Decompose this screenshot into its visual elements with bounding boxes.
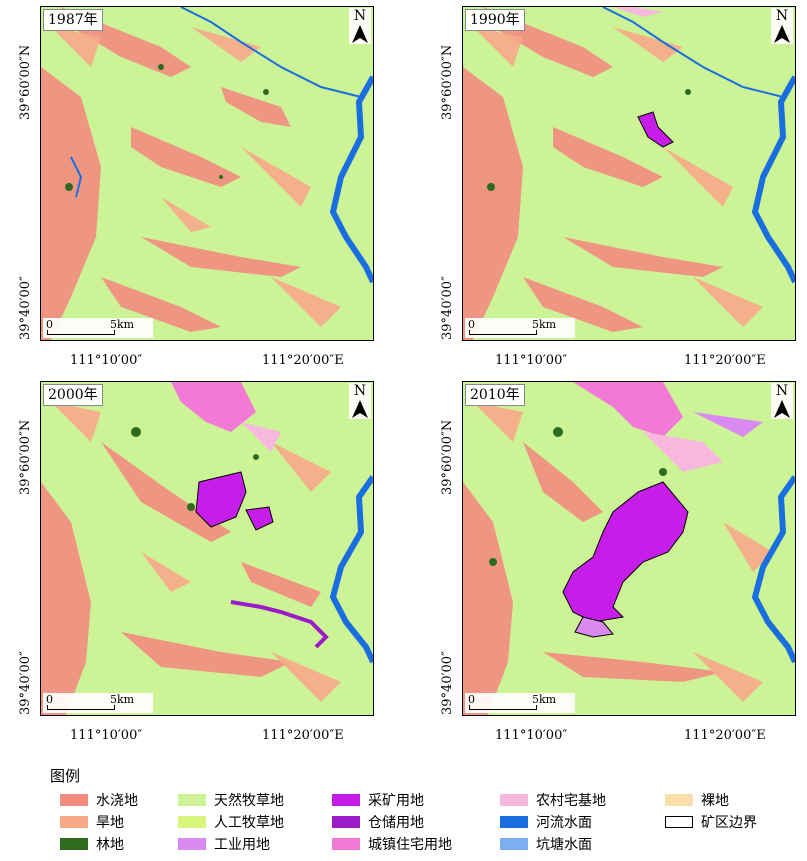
legend-swatch (178, 794, 206, 806)
legend-item: 旱地 (60, 812, 124, 832)
north-arrow-icon: N (771, 383, 793, 419)
legend-item: 采矿用地 (332, 790, 424, 810)
legend-item: 矿区边界 (665, 812, 757, 832)
legend-label: 水浇地 (96, 793, 138, 809)
lon-right-label: 111°20′00″E (684, 728, 766, 743)
north-label: N (353, 8, 367, 24)
lat-top-label: 39°60′00″N (18, 419, 33, 495)
north-label: N (775, 383, 789, 399)
legend-label: 农村宅基地 (536, 793, 606, 809)
legend-item: 工业用地 (178, 834, 270, 854)
legend-swatch (178, 816, 206, 828)
map-panel-1987: 1987年 N 0 5km (40, 6, 374, 341)
map-panel-2000: 2000年 N 0 5km (40, 381, 374, 716)
legend-item: 林地 (60, 834, 124, 854)
lon-left-label: 111°10′00″ (70, 353, 143, 368)
legend-swatch (500, 816, 528, 828)
legend-item: 水浇地 (60, 790, 138, 810)
legend-item: 河流水面 (500, 812, 592, 832)
map-panel-2010: 2010年 N 0 5km (462, 381, 796, 716)
scale-bar: 0 5km (465, 318, 575, 338)
map-1987 (41, 7, 373, 340)
scale-km: 5km (532, 318, 557, 331)
legend-item: 人工牧草地 (178, 812, 284, 832)
lat-bottom-label: 39°40′00″ (440, 651, 455, 715)
scale-bar: 0 5km (465, 693, 575, 713)
legend-label: 旱地 (96, 815, 124, 831)
legend-label: 天然牧草地 (214, 793, 284, 809)
lon-left-label: 111°10′00″ (495, 728, 568, 743)
scale-zero: 0 (468, 693, 475, 706)
legend-swatch (60, 816, 88, 828)
legend-label: 裸地 (701, 793, 729, 809)
legend-swatch (60, 794, 88, 806)
year-label: 2010年 (465, 384, 525, 406)
legend-swatch (332, 816, 360, 828)
lon-right-label: 111°20′00″E (262, 728, 344, 743)
legend: 水浇地 旱地 林地 天然牧草地 人工牧草地 工业用地 采矿用地 仓储用地 城镇住… (60, 790, 800, 856)
map-panel-1990: 1990年 N 0 5km (462, 6, 796, 341)
legend-swatch (178, 838, 206, 850)
legend-label: 仓储用地 (368, 815, 424, 831)
legend-item: 仓储用地 (332, 812, 424, 832)
lon-left-label: 111°10′00″ (70, 728, 143, 743)
legend-item: 农村宅基地 (500, 790, 606, 810)
scale-zero: 0 (46, 693, 53, 706)
year-label: 2000年 (43, 384, 103, 406)
legend-item: 裸地 (665, 790, 729, 810)
scale-bar: 0 5km (43, 318, 153, 338)
lat-top-label: 39°60′00″N (440, 419, 455, 495)
legend-item: 坑塘水面 (500, 834, 592, 854)
legend-label: 工业用地 (214, 837, 270, 853)
north-label: N (353, 383, 367, 399)
legend-swatch (332, 838, 360, 850)
lon-left-label: 111°10′00″ (495, 353, 568, 368)
legend-item: 天然牧草地 (178, 790, 284, 810)
legend-swatch (500, 838, 528, 850)
lat-bottom-label: 39°40′00″ (440, 276, 455, 340)
lat-bottom-label: 39°40′00″ (18, 651, 33, 715)
legend-swatch (665, 794, 693, 806)
legend-label: 人工牧草地 (214, 815, 284, 831)
legend-item: 城镇住宅用地 (332, 834, 452, 854)
north-arrow-icon: N (349, 383, 371, 419)
legend-swatch (60, 838, 88, 850)
scale-zero: 0 (468, 318, 475, 331)
legend-label: 林地 (96, 837, 124, 853)
north-label: N (775, 8, 789, 24)
legend-label: 河流水面 (536, 815, 592, 831)
scale-km: 5km (110, 693, 135, 706)
legend-label: 采矿用地 (368, 793, 424, 809)
legend-label: 坑塘水面 (536, 837, 592, 853)
legend-swatch (500, 794, 528, 806)
north-arrow-icon: N (771, 8, 793, 44)
legend-title: 图例 (50, 767, 81, 785)
scale-km: 5km (532, 693, 557, 706)
year-label: 1990年 (465, 9, 525, 31)
legend-swatch (665, 816, 693, 828)
scale-bar: 0 5km (43, 693, 153, 713)
north-arrow-icon: N (349, 8, 371, 44)
legend-label: 城镇住宅用地 (368, 837, 452, 853)
scale-km: 5km (110, 318, 135, 331)
map-1990 (463, 7, 795, 340)
year-label: 1987年 (43, 9, 103, 31)
lon-right-label: 111°20′00″E (262, 353, 344, 368)
lat-bottom-label: 39°40′00″ (18, 276, 33, 340)
lon-right-label: 111°20′00″E (684, 353, 766, 368)
scale-zero: 0 (46, 318, 53, 331)
map-2000 (41, 382, 373, 715)
lat-top-label: 39°60′00″N (18, 44, 33, 120)
map-2010 (463, 382, 795, 715)
legend-swatch (332, 794, 360, 806)
legend-label: 矿区边界 (701, 815, 757, 831)
lat-top-label: 39°60′00″N (440, 44, 455, 120)
